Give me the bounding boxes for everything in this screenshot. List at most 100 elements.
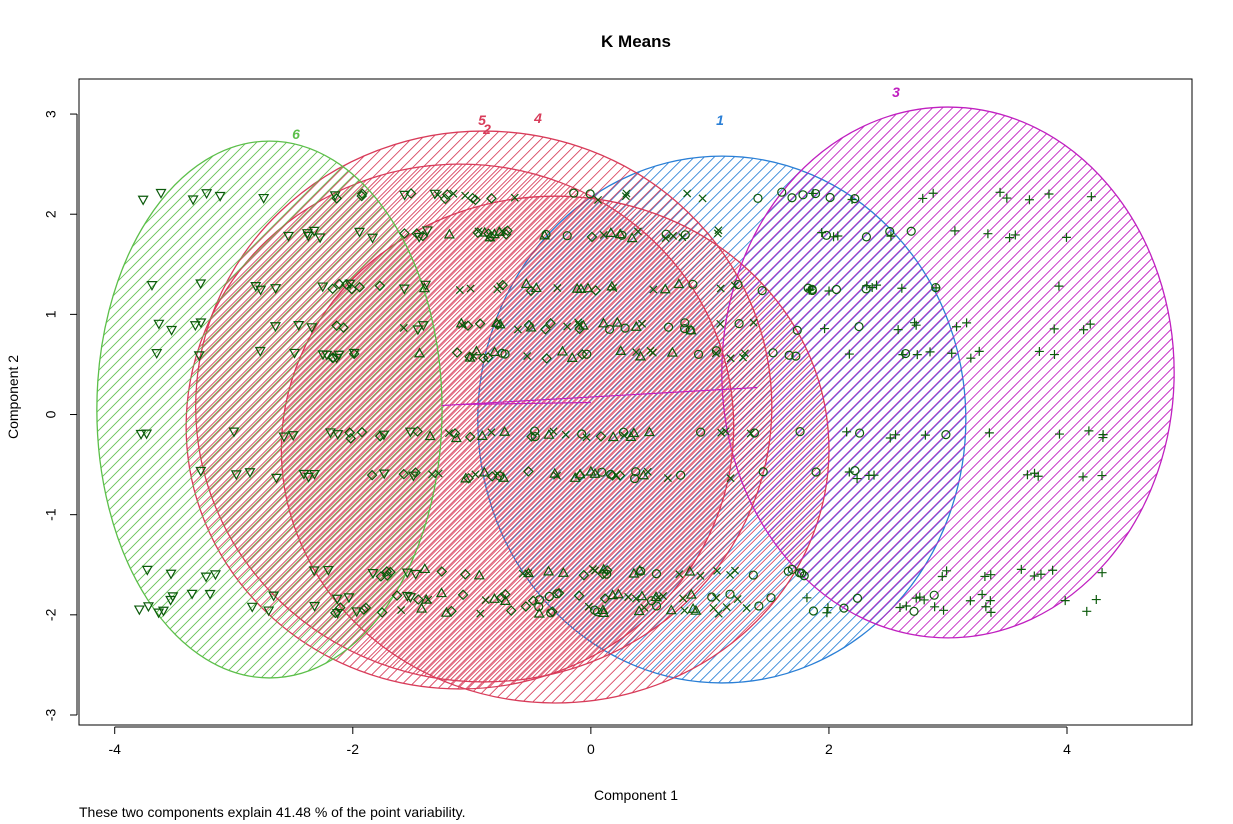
data-point [155, 188, 167, 199]
y-axis-label: Component 2 [5, 355, 21, 439]
y-tick-label: -2 [43, 608, 59, 621]
data-point [939, 605, 949, 615]
data-point [630, 320, 642, 331]
data-point [711, 346, 721, 356]
data-point [766, 593, 776, 603]
data-point [684, 565, 696, 576]
cluster-label-5: 5 [478, 112, 486, 128]
data-point [481, 596, 490, 605]
data-point [250, 282, 262, 292]
data-point [327, 352, 338, 364]
data-point [912, 350, 922, 360]
data-point [486, 471, 498, 482]
data-point [214, 191, 226, 202]
data-point [478, 352, 489, 364]
data-point [725, 589, 735, 599]
data-point [872, 280, 882, 290]
data-point [526, 431, 537, 442]
data-point [942, 566, 952, 576]
cluster-2-ellipse [280, 195, 830, 704]
data-point [754, 601, 764, 611]
data-point [441, 189, 453, 200]
data-point [344, 427, 356, 439]
data-point [615, 345, 627, 356]
data-point [399, 190, 411, 201]
data-point [374, 430, 386, 442]
data-point [607, 470, 618, 481]
data-point [346, 283, 358, 295]
data-point [983, 229, 993, 239]
data-point [680, 230, 690, 240]
data-point [733, 595, 742, 604]
data-point [666, 346, 678, 357]
data-point [563, 322, 572, 331]
data-point [523, 466, 534, 477]
data-point [753, 193, 763, 203]
data-point [1098, 433, 1108, 443]
data-point [784, 350, 794, 360]
data-point [611, 316, 623, 327]
data-point [962, 318, 972, 328]
data-point [808, 606, 819, 616]
data-point [287, 431, 299, 442]
data-point [598, 563, 610, 574]
data-point [255, 285, 267, 296]
data-point [758, 467, 768, 477]
data-point [457, 589, 469, 601]
data-point [676, 470, 686, 480]
data-point [467, 192, 478, 204]
data-point [986, 607, 996, 617]
data-point [520, 601, 532, 612]
data-point [478, 466, 490, 477]
data-point [165, 569, 177, 580]
data-point [891, 430, 901, 440]
data-point [381, 570, 393, 581]
data-point [544, 591, 554, 602]
y-tick-label: 2 [43, 210, 59, 218]
data-point [268, 591, 280, 602]
data-point [839, 603, 849, 613]
data-point [624, 592, 633, 601]
data-point [435, 587, 448, 598]
data-point [534, 595, 545, 605]
data-point [494, 318, 506, 329]
data-point [742, 604, 751, 613]
data-point [354, 281, 366, 293]
data-point [317, 282, 329, 293]
data-point [398, 284, 410, 295]
data-point [412, 594, 424, 605]
data-point [309, 601, 321, 612]
data-point [604, 324, 615, 334]
data-point [331, 594, 343, 605]
data-point [420, 280, 432, 291]
data-point [391, 590, 403, 601]
data-point [308, 226, 320, 237]
data-point [552, 589, 562, 599]
data-point [621, 192, 630, 201]
data-point [444, 429, 454, 438]
data-point [1029, 571, 1039, 581]
data-point [897, 283, 907, 293]
data-point [186, 589, 198, 600]
y-tick-label: 1 [43, 310, 59, 318]
x-tick-label: 2 [825, 741, 833, 757]
data-point [440, 606, 452, 617]
data-point [489, 346, 501, 357]
data-point [850, 194, 860, 204]
cluster-4-ellipse [195, 130, 773, 683]
data-point [254, 346, 266, 357]
data-point [133, 605, 145, 616]
chart-title: K Means [601, 32, 671, 51]
data-point [166, 325, 178, 336]
data-point [522, 567, 534, 578]
data-point [345, 433, 357, 444]
data-point [1079, 325, 1089, 335]
data-point [278, 432, 290, 443]
data-point [321, 350, 333, 361]
data-point [356, 188, 368, 200]
data-point [331, 353, 343, 364]
data-point [673, 278, 685, 289]
data-point [412, 325, 424, 336]
data-point [553, 587, 565, 599]
data-point [795, 427, 805, 437]
